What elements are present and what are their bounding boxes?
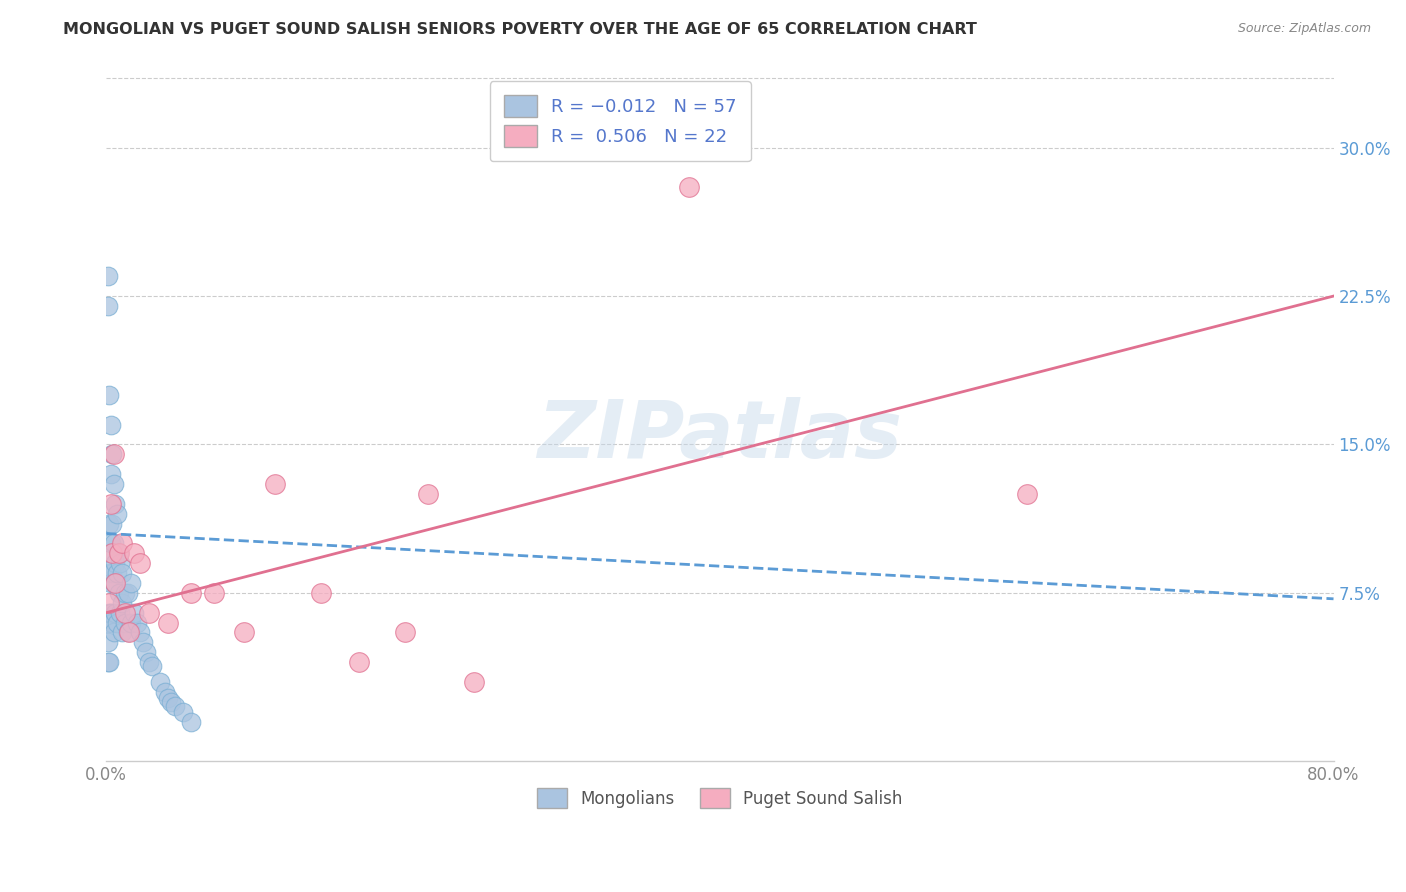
Text: ZIPatlas: ZIPatlas — [537, 397, 903, 475]
Text: Source: ZipAtlas.com: Source: ZipAtlas.com — [1237, 22, 1371, 36]
Point — [98, 388, 121, 402]
Point — [98, 596, 121, 610]
Point — [141, 659, 163, 673]
Legend: Mongolians, Puget Sound Salish: Mongolians, Puget Sound Salish — [530, 781, 910, 815]
Point — [202, 586, 225, 600]
Point — [98, 655, 121, 669]
Point — [110, 536, 132, 550]
Point — [98, 516, 121, 531]
Point — [105, 507, 128, 521]
Point — [98, 546, 121, 560]
Point — [105, 566, 128, 580]
Point — [101, 566, 124, 580]
Point — [132, 635, 155, 649]
Point — [159, 695, 181, 709]
Point — [103, 447, 125, 461]
Point — [122, 546, 145, 560]
Point — [233, 625, 256, 640]
Point — [138, 606, 160, 620]
Point — [104, 556, 127, 570]
Point — [110, 625, 132, 640]
Point — [100, 497, 122, 511]
Point — [418, 487, 440, 501]
Point — [98, 606, 121, 620]
Point — [103, 576, 125, 591]
Point — [117, 586, 139, 600]
Point — [98, 566, 121, 580]
Point — [104, 576, 127, 591]
Point — [97, 615, 120, 630]
Point — [101, 516, 124, 531]
Point — [114, 586, 136, 600]
Point — [100, 576, 122, 591]
Point — [97, 299, 120, 313]
Point — [180, 714, 202, 729]
Point — [120, 615, 142, 630]
Point — [678, 180, 700, 194]
Point — [118, 625, 141, 640]
Point — [349, 655, 371, 669]
Point — [138, 655, 160, 669]
Point — [101, 447, 124, 461]
Point — [100, 417, 122, 432]
Point — [105, 615, 128, 630]
Point — [97, 655, 120, 669]
Point — [104, 497, 127, 511]
Point — [104, 606, 127, 620]
Point — [100, 536, 122, 550]
Point — [122, 606, 145, 620]
Point — [309, 586, 332, 600]
Point — [153, 685, 176, 699]
Point — [108, 556, 131, 570]
Point — [180, 586, 202, 600]
Point — [165, 698, 187, 713]
Text: MONGOLIAN VS PUGET SOUND SALISH SENIORS POVERTY OVER THE AGE OF 65 CORRELATION C: MONGOLIAN VS PUGET SOUND SALISH SENIORS … — [63, 22, 977, 37]
Point — [120, 576, 142, 591]
Point — [156, 615, 179, 630]
Point — [129, 625, 152, 640]
Point — [101, 546, 124, 560]
Point — [103, 536, 125, 550]
Point — [100, 467, 122, 482]
Point — [125, 615, 148, 630]
Point — [110, 566, 132, 580]
Point — [463, 674, 485, 689]
Point — [101, 615, 124, 630]
Point — [394, 625, 416, 640]
Point — [264, 477, 287, 491]
Point — [117, 625, 139, 640]
Point — [97, 269, 120, 284]
Point — [149, 674, 172, 689]
Point — [107, 546, 129, 560]
Point — [97, 635, 120, 649]
Point — [114, 615, 136, 630]
Point — [107, 586, 129, 600]
Point — [172, 705, 194, 719]
Point — [156, 690, 179, 705]
Point — [129, 556, 152, 570]
Point — [135, 645, 157, 659]
Point — [1015, 487, 1038, 501]
Point — [103, 625, 125, 640]
Point — [110, 596, 132, 610]
Point — [107, 546, 129, 560]
Point — [114, 606, 136, 620]
Point — [103, 477, 125, 491]
Point — [100, 606, 122, 620]
Point — [108, 606, 131, 620]
